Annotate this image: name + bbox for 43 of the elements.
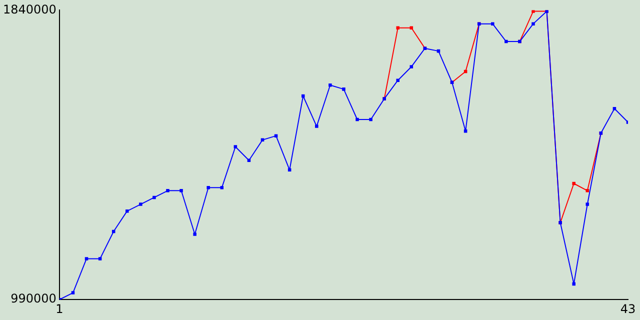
point bbox=[464, 129, 468, 133]
point bbox=[193, 232, 196, 236]
point bbox=[410, 26, 414, 30]
point bbox=[410, 65, 414, 68]
point bbox=[342, 88, 346, 91]
point bbox=[532, 22, 535, 26]
point bbox=[247, 158, 251, 162]
point bbox=[234, 145, 238, 148]
y-tick-label: 1840000 bbox=[2, 2, 56, 16]
point bbox=[504, 40, 508, 44]
point bbox=[206, 186, 210, 190]
point bbox=[369, 118, 372, 122]
point bbox=[220, 186, 224, 190]
point bbox=[586, 202, 590, 206]
point bbox=[84, 257, 88, 260]
point bbox=[612, 106, 616, 110]
y-tick-label: 990000 bbox=[10, 292, 56, 306]
point bbox=[152, 196, 156, 200]
point bbox=[180, 189, 183, 192]
point bbox=[166, 189, 170, 192]
point bbox=[328, 83, 332, 87]
point bbox=[315, 124, 318, 128]
point bbox=[139, 202, 142, 206]
point bbox=[464, 70, 468, 74]
point bbox=[436, 49, 440, 53]
point bbox=[572, 282, 576, 286]
point bbox=[126, 209, 129, 213]
point bbox=[572, 182, 576, 186]
point bbox=[98, 257, 102, 260]
x-tick-label: 1 bbox=[56, 302, 64, 316]
point bbox=[396, 26, 400, 30]
point bbox=[274, 134, 278, 138]
point bbox=[396, 78, 400, 82]
point bbox=[288, 168, 292, 172]
point bbox=[112, 230, 116, 234]
point bbox=[586, 189, 590, 192]
point bbox=[491, 22, 494, 26]
point bbox=[356, 118, 359, 122]
point bbox=[301, 94, 305, 98]
x-tick-label: 43 bbox=[620, 302, 636, 316]
point bbox=[71, 291, 75, 294]
point bbox=[532, 10, 535, 13]
point bbox=[260, 138, 264, 142]
